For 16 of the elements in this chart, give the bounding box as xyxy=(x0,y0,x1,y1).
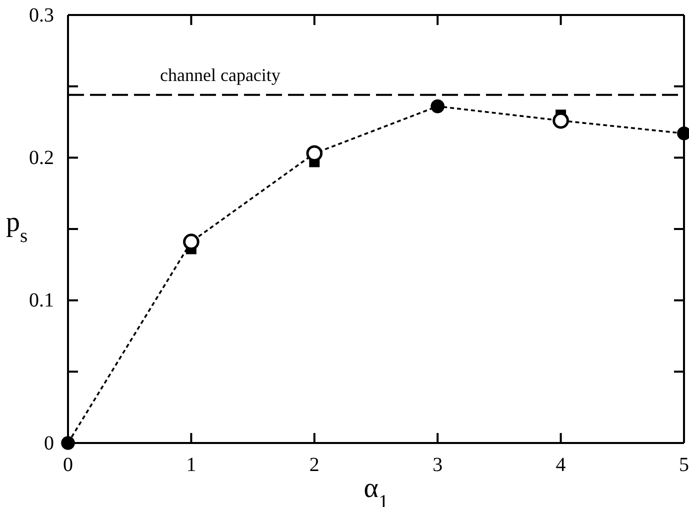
point xyxy=(183,234,200,250)
x-tick-label: 3 xyxy=(432,454,443,476)
point xyxy=(552,112,569,129)
y-tick-label: 0.1 xyxy=(29,290,54,312)
point xyxy=(430,99,445,114)
y-tick-label: 0 xyxy=(44,432,54,454)
x-tick-label: 0 xyxy=(63,454,73,476)
point xyxy=(306,145,323,162)
x-tick-label: 1 xyxy=(186,454,196,476)
y-tick-label: 0.3 xyxy=(29,4,54,26)
y-axis-title: p$_{s}$ xyxy=(6,207,28,246)
x-tick-label: 2 xyxy=(309,454,320,476)
y-tick-label: 0.2 xyxy=(29,147,54,170)
x-tick-label: 5 xyxy=(679,454,689,476)
x-tick-label: 4 xyxy=(556,454,566,476)
ref-line-label: channel capacity xyxy=(160,64,280,85)
